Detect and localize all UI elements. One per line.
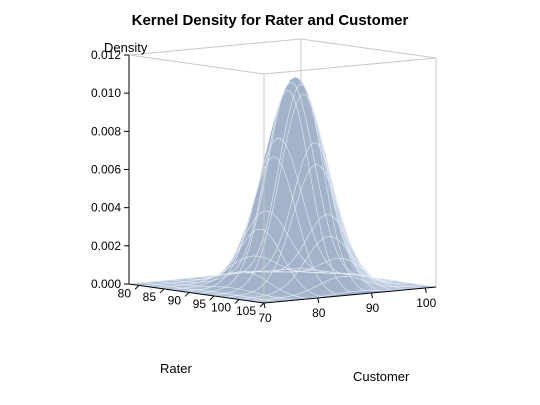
bounding-box-front [128,57,437,304]
mesh-line [250,276,423,302]
customer-tick-label: 80 [312,306,326,320]
box-edge [128,54,265,75]
customer-tick-mark [424,287,427,294]
z-tick-label: 0.012 [91,48,121,62]
rater-tick-label: 105 [236,304,256,318]
rater-tick-label: 95 [193,297,207,311]
mesh-line [209,93,383,296]
rater-axis-line [128,283,265,304]
rater-tick-label: 90 [168,293,182,307]
customer-tick-mark [317,297,320,304]
rater-tick-label: 100 [211,300,231,314]
rater-tick-mark [184,292,190,297]
mesh-line [169,210,342,291]
z-tick-label: 0.010 [91,86,121,100]
x-axis-label: Rater [160,361,192,376]
customer-tick-mark [371,292,373,299]
customer-tick-label: 70 [258,311,272,325]
rater-tick-mark [159,288,165,294]
axis-ticks: 0.000 0.002 0.004 0.006 0.008 0.010 0.012 80 85 9… [91,48,437,325]
z-tick-label: 0.000 [91,277,121,291]
z-tick-label: 0.006 [91,163,121,177]
mesh-line [236,236,410,300]
rater-tick-mark [134,285,140,290]
chart-title: Kernel Density for Rater and Customer [132,12,409,29]
z-tick-label: 0.008 [91,124,121,138]
mesh-line [182,138,355,292]
customer-tick-mark [263,302,266,309]
mesh-line [196,81,369,294]
mesh-line [223,164,396,298]
customer-tick-label: 100 [416,296,436,310]
y-axis-label: Customer [353,369,410,384]
rater-tick-mark [209,295,215,301]
mesh-line [128,267,302,285]
z-tick-label: 0.004 [91,201,121,215]
rater-tick-mark [259,302,265,308]
density-surface [128,77,437,304]
customer-axis-line [263,286,437,304]
box-edge [128,38,302,56]
z-axis-label: Density [104,40,148,55]
mesh-line [142,269,315,287]
z-tick-label: 0.002 [91,239,121,253]
rater-tick-mark [234,299,240,304]
rater-tick-label: 85 [143,290,157,304]
customer-tick-label: 90 [366,301,380,315]
box-edge [263,57,437,75]
mesh-line [155,255,329,289]
box-edge [300,38,437,59]
rater-tick-label: 80 [118,286,132,300]
